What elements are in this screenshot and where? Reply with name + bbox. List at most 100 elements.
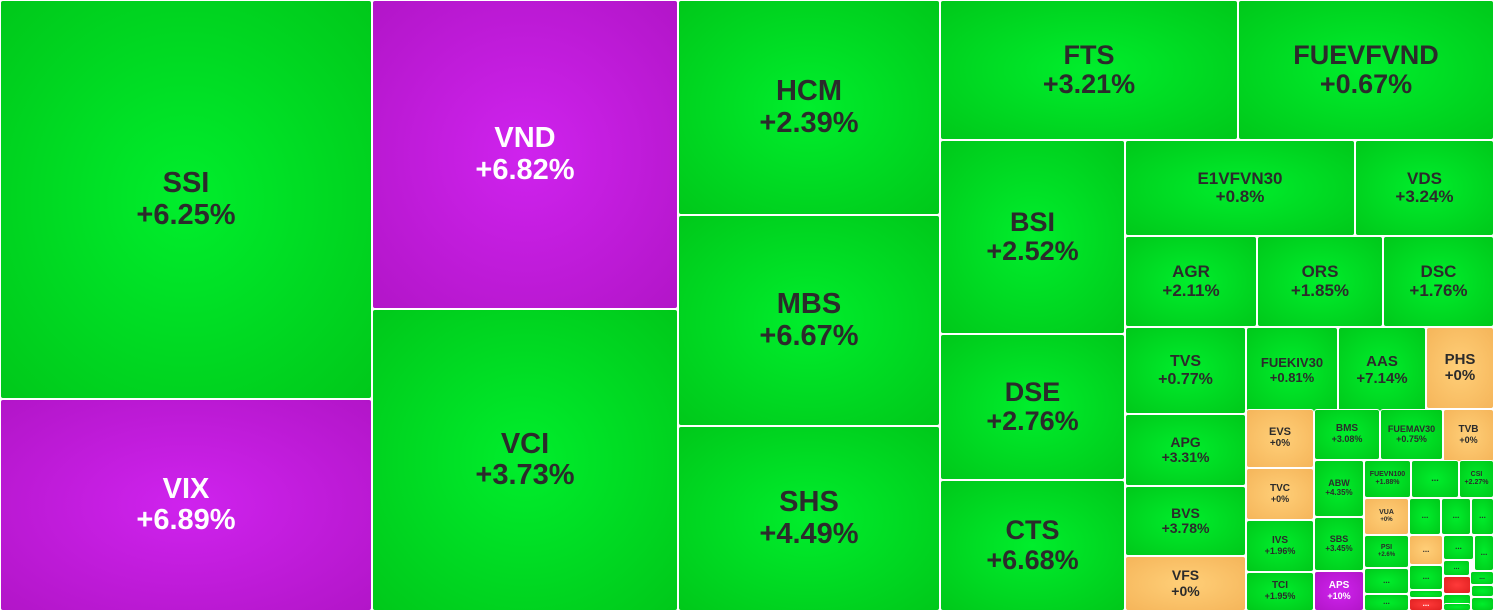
stock-code: ... bbox=[1383, 575, 1390, 585]
stock-tile[interactable]: ... bbox=[1443, 535, 1474, 560]
stock-tile[interactable]: ... bbox=[1409, 498, 1441, 535]
stock-code: APG bbox=[1170, 433, 1201, 450]
stock-code: ... bbox=[1421, 511, 1429, 521]
stock-tile[interactable]: ... bbox=[1411, 460, 1459, 498]
stock-code: SHS bbox=[779, 486, 839, 519]
stock-tile[interactable]: VND +6.82% bbox=[372, 0, 678, 309]
stock-tile[interactable]: DSC +1.76% bbox=[1383, 236, 1494, 327]
stock-change: +0.77% bbox=[1158, 370, 1213, 388]
stock-tile[interactable]: HCM +2.39% bbox=[678, 0, 940, 215]
stock-code: BVS bbox=[1171, 504, 1200, 521]
stock-code: ... bbox=[1452, 511, 1460, 521]
stock-code: ... bbox=[1453, 564, 1460, 572]
stock-code: ... bbox=[1383, 597, 1390, 607]
stock-tile[interactable]: ... bbox=[1474, 535, 1494, 571]
stock-tile[interactable]: VDS +3.24% bbox=[1355, 140, 1494, 236]
stock-tile[interactable]: BVS +3.78% bbox=[1125, 486, 1246, 556]
stock-tile[interactable]: ... bbox=[1441, 498, 1471, 535]
stock-tile[interactable]: SSI +6.25% bbox=[0, 0, 372, 399]
stock-change: +1.88% bbox=[1375, 479, 1400, 486]
stock-tile[interactable]: AAS +7.14% bbox=[1338, 327, 1426, 414]
stock-change: +6.67% bbox=[759, 319, 859, 352]
stock-change: +2.52% bbox=[986, 236, 1079, 266]
stock-tile[interactable]: ... bbox=[1471, 498, 1494, 535]
stock-tile[interactable]: TCI +1.95% bbox=[1246, 572, 1314, 611]
stock-tile[interactable]: TVS +0.77% bbox=[1125, 327, 1246, 414]
stock-code: HCM bbox=[775, 75, 843, 108]
stock-tile[interactable]: EVS +0% bbox=[1246, 409, 1314, 468]
stock-code: VCI bbox=[500, 427, 550, 460]
stock-change: +6.68% bbox=[986, 544, 1079, 575]
stock-tile[interactable]: SBS +3.45% bbox=[1314, 517, 1364, 571]
stock-code: AGR bbox=[1172, 262, 1210, 282]
stock-tile[interactable]: E1VFVN30 +0.8% bbox=[1125, 140, 1355, 236]
stock-code: DSC bbox=[1420, 262, 1457, 282]
stock-tile[interactable]: VUA +0% bbox=[1364, 498, 1409, 535]
stock-change: +6.25% bbox=[136, 198, 236, 231]
stock-tile[interactable]: FUEMAV30 +0.75% bbox=[1380, 409, 1443, 460]
stock-code: PHS bbox=[1444, 350, 1476, 368]
stock-tile[interactable] bbox=[1471, 585, 1494, 597]
stock-tile[interactable]: FTS +3.21% bbox=[940, 0, 1238, 140]
stock-code: ORS bbox=[1301, 262, 1339, 282]
stock-tile[interactable]: ... bbox=[1443, 560, 1470, 576]
stock-tile[interactable]: ... bbox=[1364, 568, 1409, 594]
stock-change: +3.73% bbox=[475, 459, 575, 491]
stock-tile[interactable]: BSI +2.52% bbox=[940, 140, 1125, 334]
stock-tile[interactable]: ... bbox=[1364, 594, 1409, 611]
stock-tile[interactable]: ORS +1.85% bbox=[1257, 236, 1383, 327]
stock-code: SBS bbox=[1329, 533, 1349, 544]
stock-tile[interactable]: SHS +4.49% bbox=[678, 426, 940, 611]
stock-change: +3.24% bbox=[1395, 187, 1454, 206]
stock-tile[interactable] bbox=[1443, 603, 1471, 611]
stock-tile[interactable] bbox=[1409, 590, 1443, 598]
stock-code: TCI bbox=[1271, 580, 1289, 592]
stock-tile[interactable]: FUEKIV30 +0.81% bbox=[1246, 327, 1338, 414]
stock-tile[interactable]: VCI +3.73% bbox=[372, 309, 678, 611]
stock-change: +0% bbox=[1444, 367, 1476, 384]
stock-change: +1.96% bbox=[1264, 545, 1296, 556]
stock-tile[interactable]: TVB +0% bbox=[1443, 409, 1494, 462]
stock-change: +0% bbox=[1171, 582, 1200, 599]
stock-tile[interactable]: IVS +1.96% bbox=[1246, 520, 1314, 572]
stock-tile[interactable]: TVC +0% bbox=[1246, 468, 1314, 520]
stock-code: VND bbox=[494, 122, 556, 155]
stock-tile[interactable]: PHS +0% bbox=[1426, 327, 1494, 409]
stock-code: MBS bbox=[776, 288, 842, 321]
stock-tile[interactable]: VIX +6.89% bbox=[0, 399, 372, 611]
stock-code: ... bbox=[1422, 544, 1430, 554]
stock-tile[interactable]: ... bbox=[1409, 565, 1443, 590]
stock-code: DSE bbox=[1004, 376, 1061, 407]
stock-tile[interactable] bbox=[1443, 576, 1471, 594]
stock-tile[interactable]: ABW +4.35% bbox=[1314, 460, 1364, 517]
stock-tile[interactable]: VFS +0% bbox=[1125, 556, 1246, 611]
stock-tile[interactable]: CSI +2.27% bbox=[1459, 460, 1494, 498]
stock-tile[interactable]: ... bbox=[1470, 571, 1494, 585]
stock-tile[interactable]: ... bbox=[1409, 598, 1443, 611]
stock-tile[interactable]: APG +3.31% bbox=[1125, 414, 1246, 486]
stock-tile[interactable]: MBS +6.67% bbox=[678, 215, 940, 426]
stock-code: TVC bbox=[1270, 482, 1290, 494]
stock-change: +3.08% bbox=[1331, 434, 1363, 445]
stock-code: ABW bbox=[1328, 478, 1350, 489]
stock-tile[interactable]: CTS +6.68% bbox=[940, 480, 1125, 611]
stock-change: +10% bbox=[1327, 590, 1351, 601]
stock-tile[interactable]: FUEVFVND +0.67% bbox=[1238, 0, 1494, 140]
stock-tile[interactable]: PSI +2.6% bbox=[1364, 535, 1409, 568]
stock-code: VFS bbox=[1171, 567, 1200, 584]
stock-code: CTS bbox=[1005, 515, 1060, 546]
stock-change: +6.89% bbox=[136, 504, 236, 536]
stock-tile[interactable]: AGR +2.11% bbox=[1125, 236, 1257, 327]
stock-change: +4.49% bbox=[759, 517, 859, 550]
stock-code: FUEVN100 bbox=[1369, 471, 1406, 479]
stock-code: BMS bbox=[1335, 423, 1359, 435]
stock-tile[interactable]: BMS +3.08% bbox=[1314, 409, 1380, 460]
stock-tile[interactable] bbox=[1471, 597, 1494, 611]
stock-tile[interactable]: DSE +2.76% bbox=[940, 334, 1125, 480]
stock-tile[interactable]: APS +10% bbox=[1314, 571, 1364, 611]
stock-code: ... bbox=[1479, 574, 1485, 582]
stock-tile[interactable]: FUEVN100 +1.88% bbox=[1364, 460, 1411, 498]
stock-change: +3.45% bbox=[1325, 543, 1353, 553]
stock-tile[interactable]: ... bbox=[1409, 535, 1443, 565]
stock-change: +0.81% bbox=[1269, 369, 1315, 385]
